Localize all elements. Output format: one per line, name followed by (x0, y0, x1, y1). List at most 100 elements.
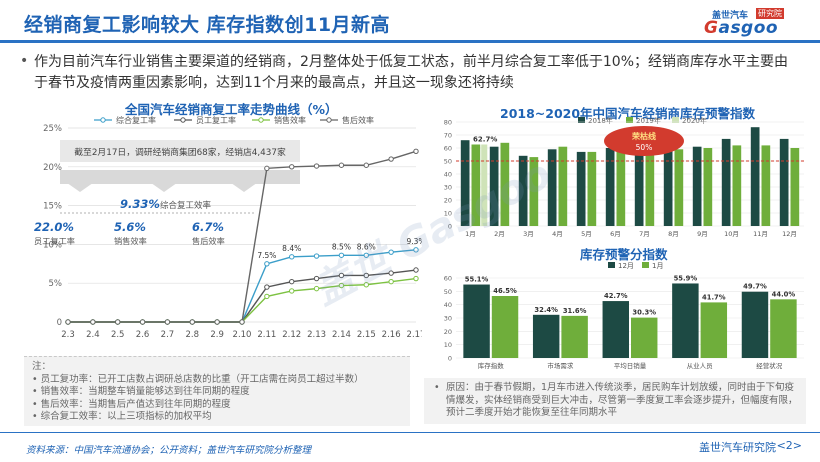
x-tick-label: 12月 (782, 230, 797, 238)
x-tick-label: 2.4 (86, 330, 100, 340)
y-tick-label: 5% (49, 279, 63, 289)
bar (532, 314, 560, 358)
data-point (338, 162, 345, 168)
bullet-icon: • (20, 53, 29, 69)
y-tick-label: 0 (57, 318, 62, 328)
data-point (90, 319, 96, 325)
data-point (413, 148, 419, 154)
data-point (214, 319, 220, 325)
down-arrow-icon (60, 170, 100, 192)
data-point (388, 249, 394, 255)
data-point (363, 282, 369, 288)
bar (616, 150, 626, 226)
data-label: 55.1% (465, 276, 489, 284)
data-point (264, 293, 270, 300)
bar (471, 144, 481, 226)
legend-marker (258, 117, 264, 123)
note-item: • 售后效率：当期售后产值达到往年同期的程度 (32, 398, 231, 410)
threshold-label: 荣枯线 (631, 131, 656, 141)
header-divider (0, 40, 820, 43)
bar (491, 296, 519, 358)
x-tick-label: 3月 (523, 230, 534, 238)
y-tick-label: 40 (444, 171, 452, 179)
data-label: 8.4% (282, 244, 301, 253)
x-tick-label: 9月 (697, 230, 708, 238)
bar (500, 142, 510, 226)
x-tick-label: 从业人员 (687, 361, 714, 370)
bar (750, 127, 760, 226)
y-tick-label: 80 (444, 119, 452, 127)
data-point (388, 156, 394, 162)
y-tick-label: 15% (43, 202, 62, 212)
x-tick-label: 市场需求 (547, 361, 574, 370)
series-line (68, 249, 417, 323)
x-tick-label: 10月 (724, 230, 739, 238)
bar (692, 146, 702, 226)
legend-swatch (626, 117, 633, 123)
data-point (413, 247, 419, 253)
y-tick-label: 10 (444, 210, 452, 218)
x-tick-label: 2.13 (307, 330, 326, 340)
data-point (313, 285, 320, 292)
bar (779, 138, 789, 226)
bar (663, 145, 673, 226)
x-tick-label: 2.15 (357, 330, 376, 340)
y-tick-label: 30 (444, 184, 452, 192)
y-tick-label: 25% (43, 124, 62, 134)
bar (547, 149, 557, 226)
data-label: 7.5% (257, 251, 276, 260)
bar (463, 284, 490, 358)
y-tick-label: 20 (444, 328, 452, 336)
legend-swatch (578, 117, 585, 123)
bar (558, 146, 568, 226)
subindex-bar-chart: 12月 1月 0 10 20 30 40 50 60 55.1% 46.5% 库存指数 32.4% 31.… (444, 262, 804, 370)
gasgoo-logo: 盖世汽车 研究院 Gasgoo (704, 8, 784, 38)
y-tick-label: 0 (448, 223, 452, 231)
stat-value: 22.0% (34, 220, 74, 234)
data-label: 42.7% (604, 292, 628, 300)
bullet-icon: • (434, 382, 440, 393)
y-tick-label: 70 (444, 132, 452, 140)
threshold-badge (604, 126, 684, 156)
stat-value: 5.6% (114, 220, 146, 234)
x-tick-label: 2.8 (186, 330, 200, 340)
bar (700, 302, 728, 358)
data-label: 31.6% (563, 307, 587, 315)
data-label: 55.9% (674, 274, 698, 282)
data-point (264, 284, 270, 290)
x-tick-label: 1月 (465, 230, 476, 238)
callout-text: 截至2月17日，调研经销商集团68家，经销店4,437家 (74, 146, 286, 158)
x-tick-label: 平均日销量 (614, 361, 647, 370)
data-point (388, 270, 394, 276)
x-tick-label: 5月 (581, 230, 592, 238)
data-label: 49.7% (743, 283, 767, 291)
y-tick-label: 20 (444, 197, 452, 205)
data-point (313, 163, 320, 169)
legend-marker (326, 117, 332, 123)
callout-box (60, 140, 300, 162)
legend-label: 售后效率 (342, 115, 374, 125)
data-point (363, 252, 369, 258)
cause-text: 原因：由于春节假期，1月车市进入传统淡季，居民购车计划放缓，同时由于下旬疫情爆发… (446, 382, 798, 418)
page-number: <2> (776, 439, 802, 452)
data-point (264, 165, 270, 172)
data-label: 62.7% (473, 135, 497, 143)
x-tick-label: 4月 (552, 230, 563, 238)
data-label: 8.5% (332, 242, 351, 251)
legend-label: 员工复工率 (196, 115, 236, 125)
data-point (264, 261, 270, 267)
x-tick-label: 2.16 (382, 330, 401, 340)
data-point (363, 272, 369, 279)
data-point (65, 319, 71, 325)
data-point (289, 254, 295, 260)
data-point (239, 319, 245, 325)
note-item: • 销售效率：当期整车销量能够达到往年同期的程度 (32, 386, 250, 397)
y-tick-label: 50 (444, 158, 452, 166)
legend-label: 12月 (618, 262, 634, 270)
bar (645, 154, 655, 226)
inventory-bar-chart: 2018年 2019年 2020年 0 10 20 30 40 50 60 70 80 1月 2月 3月 4月… (444, 116, 804, 238)
note-item: • 综合复工效率：以上三项指标的加权平均 (32, 411, 212, 422)
bar (460, 140, 470, 226)
legend-label: 2018年 (588, 116, 613, 125)
